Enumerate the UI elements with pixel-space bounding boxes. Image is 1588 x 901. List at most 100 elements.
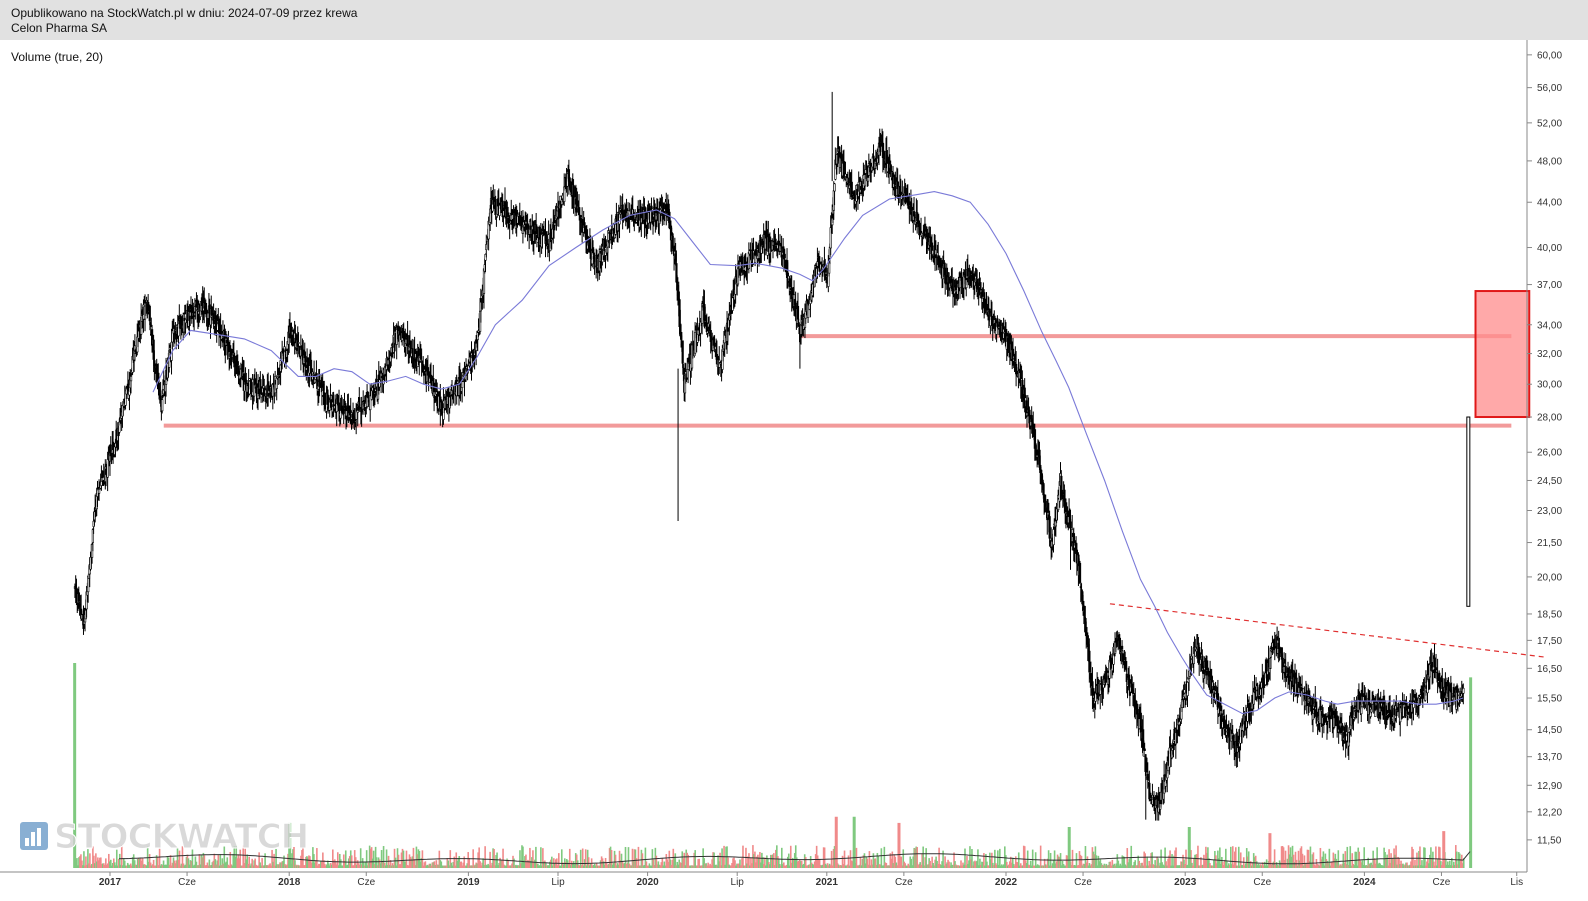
volume-bar	[120, 845, 123, 868]
volume-bar	[1122, 856, 1125, 868]
volume-bar	[952, 864, 954, 868]
volume-bar	[725, 846, 727, 868]
volume-bar	[1168, 855, 1170, 868]
volume-bar	[321, 861, 323, 868]
volume-bar	[102, 863, 104, 868]
volume-bar	[883, 846, 886, 868]
volume-bar	[568, 848, 571, 868]
volume-bar	[1163, 865, 1165, 868]
volume-bar	[414, 865, 417, 868]
volume-bar	[1376, 847, 1378, 868]
volume-bar	[903, 861, 906, 868]
volume-bar	[968, 860, 970, 868]
candle-body	[777, 240, 780, 245]
volume-bar	[1053, 850, 1056, 868]
volume-bar	[956, 865, 958, 868]
volume-bar	[1281, 845, 1284, 868]
volume-bar	[667, 861, 670, 868]
volume-bar	[1436, 865, 1438, 868]
candle-body	[297, 342, 300, 344]
volume-bar	[1421, 860, 1423, 868]
volume-bar	[730, 865, 732, 868]
volume-bar	[1083, 864, 1086, 868]
volume-bar	[986, 861, 988, 868]
candle-body	[1311, 713, 1315, 721]
volume-bar	[1409, 864, 1411, 868]
volume-bar	[117, 858, 120, 868]
volume-bar	[134, 864, 137, 868]
volume-bar	[733, 857, 735, 868]
volume-bar	[331, 864, 333, 868]
volume-bar	[226, 857, 229, 868]
candle-body	[214, 315, 218, 326]
candle-body	[1169, 743, 1172, 747]
volume-bar	[1234, 847, 1237, 868]
volume-bar	[1213, 859, 1215, 868]
volume-bar	[419, 861, 422, 868]
candle-body	[796, 305, 800, 320]
volume-bar	[540, 847, 542, 868]
volume-bar	[742, 845, 744, 868]
volume-bar	[790, 862, 793, 868]
volume-bar	[1318, 865, 1321, 868]
volume-bar	[851, 861, 854, 868]
volume-bar	[945, 864, 947, 868]
volume-bar	[797, 860, 800, 868]
volume-bar	[818, 859, 821, 868]
volume-bar	[616, 863, 619, 868]
volume-bar	[1279, 862, 1282, 868]
volume-bar	[1236, 865, 1239, 868]
volume-bar	[672, 848, 675, 868]
volume-bar	[1432, 851, 1434, 868]
volume-bar	[88, 863, 90, 868]
volume-bar	[678, 859, 681, 868]
volume-bar	[325, 865, 327, 868]
volume-bar	[660, 862, 663, 868]
volume-bar	[309, 856, 311, 868]
volume-bar	[340, 865, 343, 868]
volume-bar	[1324, 853, 1327, 868]
volume-bar	[1186, 865, 1188, 868]
volume-ma-layer	[118, 851, 1471, 865]
volume-bar	[1373, 858, 1375, 868]
volume-bar	[810, 862, 813, 868]
volume-bar	[714, 865, 716, 868]
volume-bar	[673, 856, 676, 868]
candle-body	[1462, 687, 1465, 694]
volume-bar	[1172, 865, 1174, 868]
volume-bar	[1148, 860, 1150, 868]
volume-bar	[823, 847, 826, 868]
candle-body	[1143, 748, 1146, 751]
volume-bar	[1252, 853, 1255, 868]
volume-bar	[624, 846, 627, 868]
volume-bar	[1109, 861, 1112, 868]
volume-bar	[270, 865, 272, 868]
volume-bar	[682, 858, 685, 868]
volume-bar	[929, 860, 931, 868]
volume-bar	[1222, 861, 1224, 868]
volume-bar	[109, 861, 111, 868]
candle-body	[606, 240, 609, 248]
volume-bar	[1364, 865, 1366, 868]
volume-bar	[686, 852, 689, 868]
candle-body	[1054, 520, 1057, 527]
volume-bar	[213, 853, 216, 868]
volume-bar	[650, 865, 653, 868]
volume-bar	[1461, 863, 1464, 868]
volume-bar	[164, 864, 167, 868]
candles-layer	[73, 91, 1471, 821]
candle-body	[828, 261, 831, 274]
candle-body	[161, 399, 164, 412]
volume-bar	[1080, 856, 1083, 868]
volume-bar	[1226, 861, 1228, 868]
volume-bar	[669, 859, 672, 868]
volume-bar	[1230, 864, 1233, 868]
volume-bar	[422, 865, 425, 868]
volume-bar	[1320, 859, 1323, 868]
volume-bar	[1312, 852, 1315, 868]
volume-bar	[872, 853, 875, 868]
volume-bar	[530, 860, 532, 868]
volume-indicator-label: Volume (true, 20)	[11, 50, 104, 64]
volume-bar	[497, 865, 499, 868]
volume-bar	[821, 864, 824, 868]
